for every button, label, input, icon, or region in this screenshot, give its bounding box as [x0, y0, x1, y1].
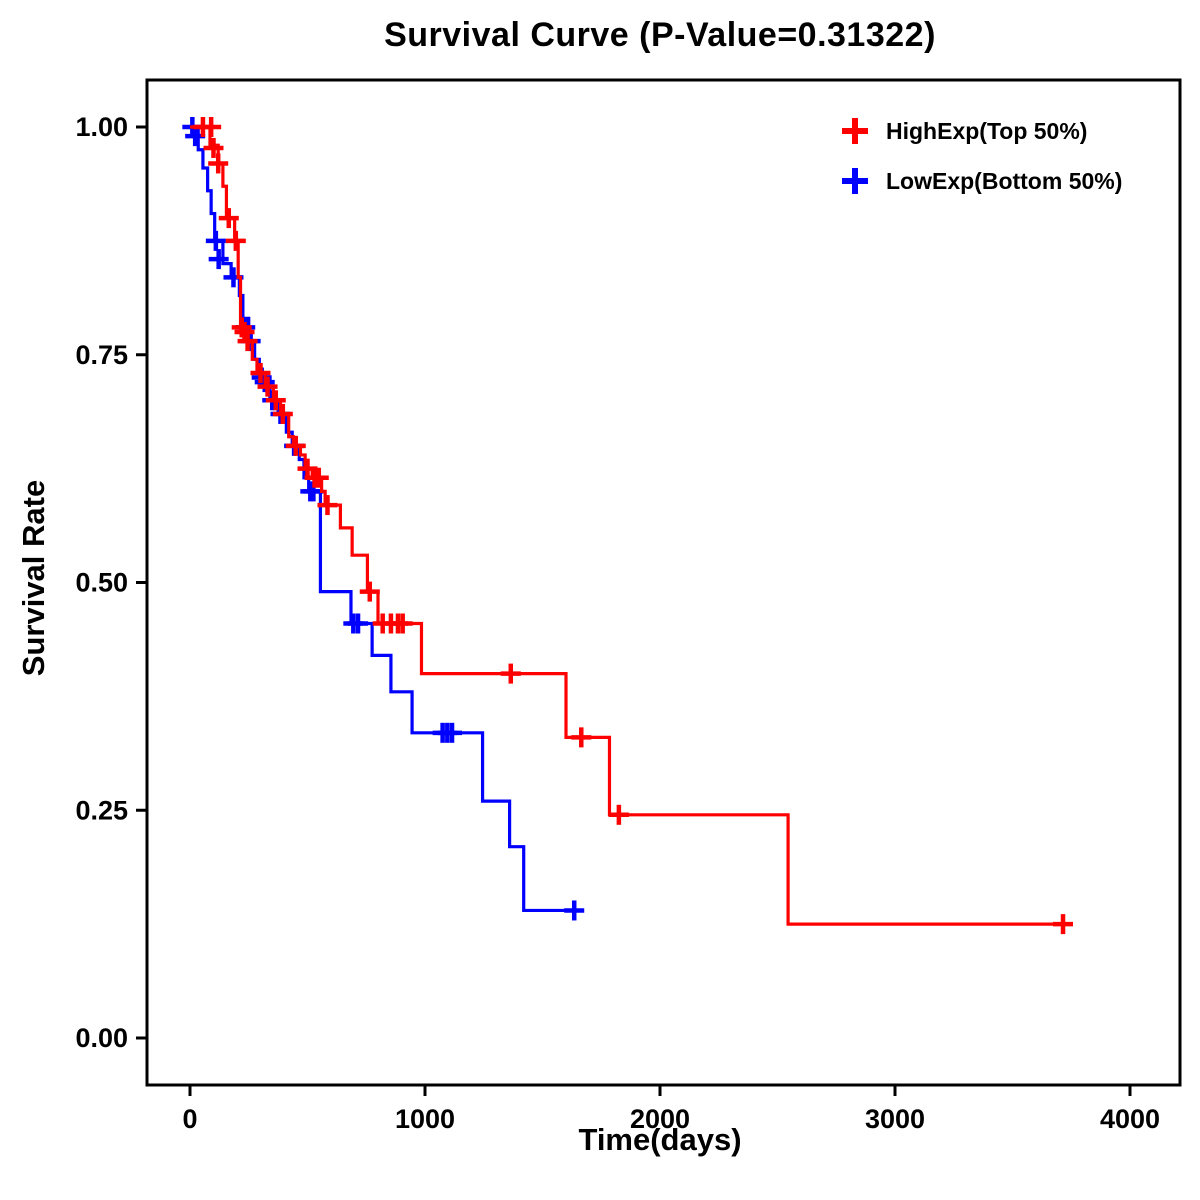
svg-text:1000: 1000 — [395, 1104, 455, 1134]
svg-text:0.00: 0.00 — [75, 1023, 128, 1053]
svg-text:0: 0 — [182, 1104, 197, 1134]
x-axis-label: Time(days) — [578, 1122, 742, 1157]
svg-text:0.50: 0.50 — [75, 568, 128, 598]
svg-text:2000: 2000 — [630, 1104, 690, 1134]
svg-text:0.25: 0.25 — [75, 795, 128, 825]
legend: HighExp(Top 50%) LowExp(Bottom 50%) — [840, 116, 1122, 196]
svg-text:4000: 4000 — [1100, 1104, 1160, 1134]
legend-entry-lowexp: LowExp(Bottom 50%) — [840, 166, 1122, 196]
legend-label-lowexp: LowExp(Bottom 50%) — [886, 167, 1123, 194]
svg-text:1.00: 1.00 — [75, 112, 128, 142]
plus-marker-icon — [842, 118, 868, 144]
legend-entry-highexp: HighExp(Top 50%) — [840, 116, 1122, 146]
svg-text:0.75: 0.75 — [75, 340, 128, 370]
legend-label-highexp: HighExp(Top 50%) — [886, 117, 1088, 144]
plus-marker-icon — [842, 168, 868, 194]
chart-title: Survival Curve (P-Value=0.31322) — [384, 16, 936, 54]
svg-text:3000: 3000 — [865, 1104, 925, 1134]
